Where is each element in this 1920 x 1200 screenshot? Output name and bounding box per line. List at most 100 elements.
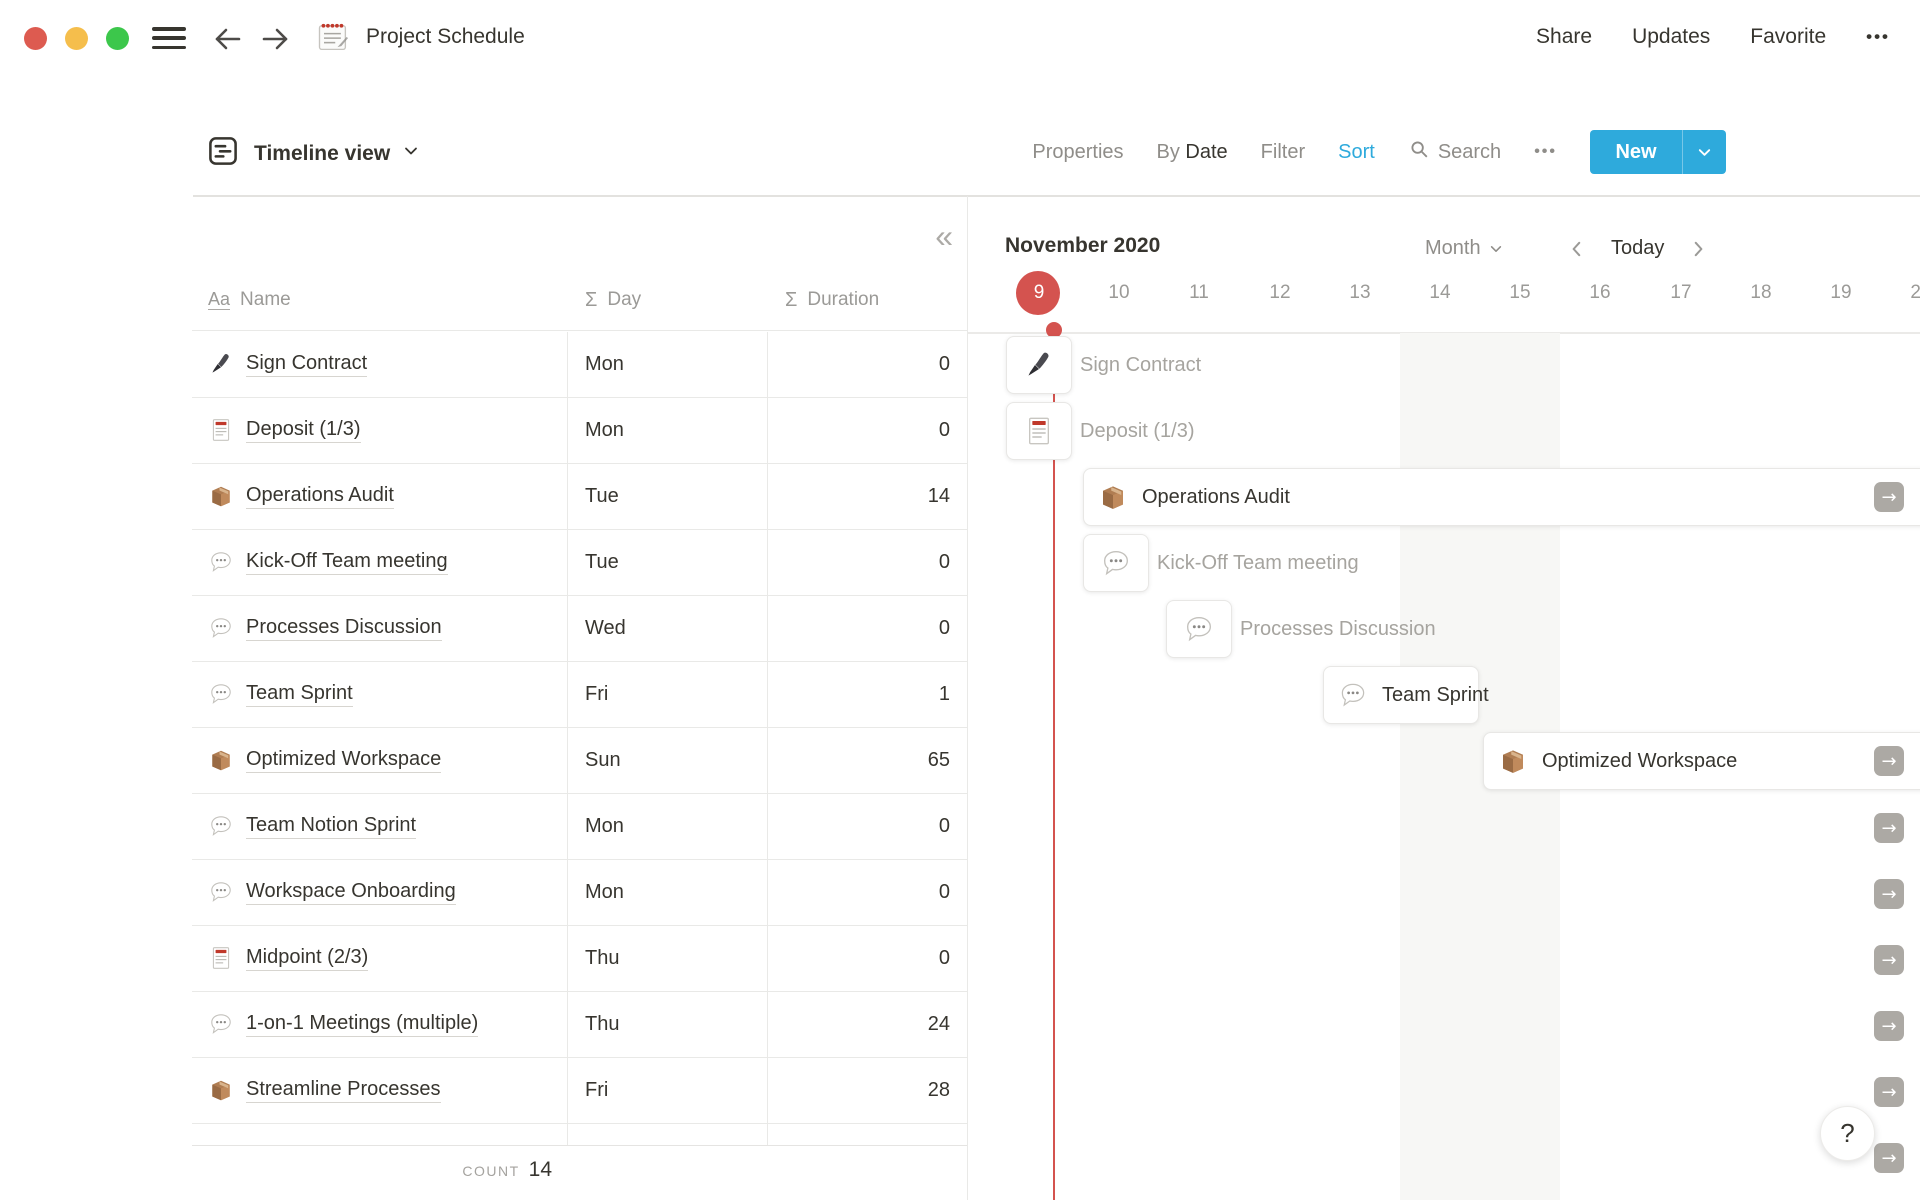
- row-duration-cell[interactable]: 1: [938, 682, 950, 705]
- speech-balloon-icon: [1103, 550, 1129, 576]
- row-duration-cell[interactable]: 65: [927, 748, 950, 771]
- favorite-button[interactable]: Favorite: [1750, 25, 1827, 48]
- date-cell[interactable]: 19: [1830, 282, 1852, 303]
- timeline-item-card[interactable]: [1166, 600, 1232, 658]
- zoom-window-icon[interactable]: [106, 27, 129, 50]
- text-property-icon: Aa: [208, 288, 231, 311]
- date-cell-today[interactable]: 9: [1033, 282, 1045, 303]
- jump-to-item-arrow-icon[interactable]: →: [1874, 1143, 1904, 1173]
- hamburger-menu-icon[interactable]: [152, 27, 186, 49]
- row-duration-cell[interactable]: 24: [927, 1012, 950, 1035]
- row-day-cell[interactable]: Fri: [568, 661, 768, 727]
- timeline-item-card[interactable]: [1006, 402, 1072, 460]
- collapse-table-icon[interactable]: «: [935, 218, 953, 254]
- row-day-cell[interactable]: Mon: [568, 397, 768, 463]
- row-title-link[interactable]: Processes Discussion: [246, 616, 442, 641]
- timeline-bar[interactable]: Operations Audit: [1083, 468, 1920, 526]
- view-more-options-icon[interactable]: •••: [1534, 143, 1557, 160]
- next-chevron-icon[interactable]: [1689, 239, 1707, 259]
- table-footer[interactable]: COUNT 14: [192, 1158, 552, 1182]
- row-title-link[interactable]: Team Notion Sprint: [246, 814, 417, 839]
- share-button[interactable]: Share: [1536, 25, 1593, 48]
- row-title-link[interactable]: Streamline Processes: [246, 1078, 441, 1103]
- sort-button[interactable]: Sort: [1338, 140, 1375, 163]
- jump-to-item-arrow-icon[interactable]: →: [1874, 1011, 1904, 1041]
- help-button[interactable]: ?: [1820, 1106, 1875, 1161]
- timeline-bar[interactable]: Team Sprint: [1323, 666, 1489, 724]
- timeline-item-card[interactable]: [1006, 336, 1072, 394]
- today-marker-dot: [1046, 322, 1062, 338]
- date-cell[interactable]: 18: [1750, 282, 1772, 303]
- date-cell[interactable]: 13: [1349, 282, 1371, 303]
- row-day-cell[interactable]: Tue: [568, 463, 768, 529]
- date-cell[interactable]: 11: [1189, 282, 1209, 303]
- jump-to-item-arrow-icon[interactable]: →: [1874, 482, 1904, 512]
- date-cell[interactable]: 15: [1509, 282, 1531, 303]
- row-title-link[interactable]: Operations Audit: [246, 484, 394, 509]
- search-button[interactable]: Search: [1408, 138, 1501, 166]
- row-title-link[interactable]: Deposit (1/3): [246, 418, 361, 443]
- row-duration-cell[interactable]: 0: [938, 814, 950, 837]
- date-cell[interactable]: 14: [1429, 282, 1451, 303]
- timeline-item-label[interactable]: Processes Discussion: [1240, 617, 1436, 640]
- group-by-button[interactable]: By Date: [1157, 141, 1228, 164]
- date-cell[interactable]: 10: [1108, 282, 1130, 303]
- minimize-window-icon[interactable]: [65, 27, 88, 50]
- jump-to-item-arrow-icon[interactable]: →: [1874, 746, 1904, 776]
- more-options-icon[interactable]: •••: [1866, 27, 1890, 46]
- row-day-cell[interactable]: Mon: [568, 859, 768, 925]
- row-title-link[interactable]: Workspace Onboarding: [246, 880, 456, 905]
- row-duration-cell[interactable]: 0: [938, 550, 950, 573]
- timeline-bar[interactable]: Optimized Workspace: [1483, 732, 1920, 790]
- timeline-scale-dropdown[interactable]: Month: [1425, 237, 1503, 260]
- column-header-duration[interactable]: Σ Duration: [768, 289, 967, 312]
- row-day-cell[interactable]: Sun: [568, 727, 768, 793]
- timeline-item-card[interactable]: [1083, 534, 1149, 592]
- jump-to-item-arrow-icon[interactable]: →: [1874, 945, 1904, 975]
- row-duration-cell[interactable]: 28: [927, 1078, 950, 1101]
- jump-to-item-arrow-icon[interactable]: →: [1874, 1077, 1904, 1107]
- today-button[interactable]: Today: [1611, 237, 1665, 259]
- view-switcher[interactable]: Timeline view: [205, 133, 419, 174]
- row-day-cell[interactable]: Thu: [568, 925, 768, 991]
- timeline-item-label[interactable]: Kick-Off Team meeting: [1157, 551, 1359, 574]
- row-title-link[interactable]: Optimized Workspace: [246, 748, 442, 773]
- row-day-cell[interactable]: Mon: [568, 793, 768, 859]
- row-day-cell[interactable]: Thu: [568, 991, 768, 1057]
- row-day-cell[interactable]: Tue: [568, 529, 768, 595]
- row-duration-cell[interactable]: 0: [938, 946, 950, 969]
- row-day-cell[interactable]: Mon: [568, 331, 768, 397]
- row-title-link[interactable]: Sign Contract: [246, 352, 368, 377]
- speech-balloon-icon: [211, 882, 231, 902]
- row-duration-cell[interactable]: 0: [938, 616, 950, 639]
- column-header-day[interactable]: Σ Day: [568, 289, 768, 312]
- row-duration-cell[interactable]: 0: [938, 418, 950, 441]
- forward-arrow-icon[interactable]: [258, 22, 292, 56]
- updates-button[interactable]: Updates: [1632, 25, 1711, 48]
- filter-button[interactable]: Filter: [1260, 140, 1306, 163]
- new-dropdown-chevron-icon[interactable]: [1683, 145, 1726, 160]
- jump-to-item-arrow-icon[interactable]: →: [1874, 879, 1904, 909]
- row-title-link[interactable]: Midpoint (2/3): [246, 946, 369, 971]
- row-title-link[interactable]: Kick-Off Team meeting: [246, 550, 448, 575]
- column-header-name[interactable]: Aa Name: [192, 289, 568, 311]
- date-cell[interactable]: 17: [1670, 282, 1692, 303]
- timeline-item-label[interactable]: Deposit (1/3): [1080, 419, 1195, 442]
- properties-button[interactable]: Properties: [1032, 140, 1124, 163]
- jump-to-item-arrow-icon[interactable]: →: [1874, 813, 1904, 843]
- row-title-link[interactable]: Team Sprint: [246, 682, 353, 707]
- new-button[interactable]: New: [1590, 130, 1726, 174]
- date-cell[interactable]: 12: [1269, 282, 1291, 303]
- row-duration-cell[interactable]: 14: [927, 484, 950, 507]
- row-day-cell[interactable]: Wed: [568, 595, 768, 661]
- prev-chevron-icon[interactable]: [1568, 239, 1586, 259]
- date-cell[interactable]: 20: [1910, 282, 1920, 303]
- row-day-cell[interactable]: Fri: [568, 1057, 768, 1123]
- timeline-item-label[interactable]: Sign Contract: [1080, 353, 1202, 376]
- date-cell[interactable]: 16: [1589, 282, 1611, 303]
- row-duration-cell[interactable]: 0: [938, 352, 950, 375]
- row-duration-cell[interactable]: 0: [938, 880, 950, 903]
- back-arrow-icon[interactable]: [211, 22, 245, 56]
- row-title-link[interactable]: 1-on-1 Meetings (multiple): [246, 1012, 479, 1037]
- close-window-icon[interactable]: [24, 27, 47, 50]
